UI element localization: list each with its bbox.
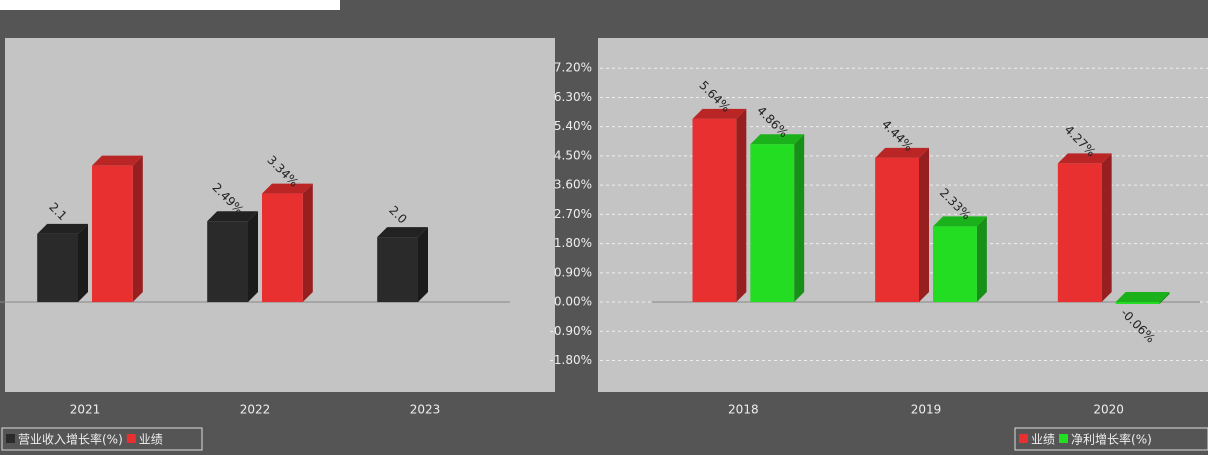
bar bbox=[692, 118, 737, 303]
y-tick-label: 6.30% bbox=[554, 90, 592, 104]
top-bar bbox=[0, 0, 340, 10]
bar bbox=[1057, 163, 1102, 303]
x-tick-label: 2020 bbox=[1093, 403, 1124, 417]
bar-top bbox=[92, 155, 143, 166]
y-tick-label: 1.80% bbox=[554, 236, 592, 250]
bar-side bbox=[976, 216, 987, 303]
bar-top bbox=[692, 108, 747, 119]
bar bbox=[750, 144, 795, 303]
x-tick-label: 2018 bbox=[728, 403, 759, 417]
bar bbox=[1115, 302, 1160, 305]
bar-side bbox=[132, 155, 143, 303]
bar-top bbox=[750, 134, 805, 145]
x-tick-label: 2023 bbox=[410, 403, 441, 417]
bar-side bbox=[794, 134, 805, 303]
bar-top bbox=[1057, 153, 1112, 164]
bar-side bbox=[302, 183, 313, 303]
y-tick-label: 3.60% bbox=[554, 178, 592, 192]
bar bbox=[875, 157, 919, 303]
bar-side bbox=[1101, 153, 1112, 303]
legend-label: 营业收入增长率(%) bbox=[18, 432, 123, 447]
bar-top bbox=[1115, 292, 1170, 303]
x-tick-label: 2022 bbox=[240, 403, 271, 417]
bar bbox=[377, 237, 418, 303]
bar-side bbox=[919, 147, 929, 303]
legend-swatch bbox=[1059, 434, 1069, 443]
y-tick-label: 0.00% bbox=[554, 295, 592, 309]
bar-top bbox=[377, 227, 428, 238]
bar-top bbox=[933, 216, 987, 227]
bar bbox=[37, 233, 78, 303]
bar-top bbox=[262, 183, 313, 194]
legend-label: 业绩 bbox=[1031, 433, 1055, 447]
bar-side bbox=[736, 108, 747, 303]
bar bbox=[262, 193, 303, 303]
y-tick-label: -0.90% bbox=[550, 324, 592, 338]
legend-box bbox=[1014, 427, 1208, 451]
y-tick-label: 7.20% bbox=[554, 61, 592, 75]
legend-swatch bbox=[6, 434, 15, 443]
bar-side bbox=[418, 227, 428, 303]
bar-top bbox=[207, 211, 258, 222]
legend-label: 净利增长率(%) bbox=[1071, 432, 1152, 447]
bar-side bbox=[1159, 292, 1170, 305]
y-tick-label: 2.70% bbox=[554, 207, 592, 221]
y-tick-label: -1.80% bbox=[550, 353, 592, 367]
x-tick-label: 2019 bbox=[911, 403, 942, 417]
bar-side bbox=[78, 223, 88, 303]
legend-box bbox=[1, 427, 203, 451]
bar bbox=[207, 221, 248, 303]
legend-swatch bbox=[126, 434, 136, 443]
y-tick-label: 5.40% bbox=[554, 119, 592, 133]
bar-top bbox=[875, 147, 929, 158]
bar-side bbox=[248, 211, 258, 303]
bar bbox=[933, 226, 977, 303]
legend-swatch bbox=[1019, 434, 1028, 443]
y-tick-label: 0.90% bbox=[554, 265, 592, 279]
y-tick-label: 4.50% bbox=[554, 148, 592, 162]
legend-label: 业绩 bbox=[139, 433, 163, 447]
bar-top bbox=[37, 223, 88, 234]
bar bbox=[92, 165, 133, 303]
x-tick-label: 2021 bbox=[70, 403, 101, 417]
